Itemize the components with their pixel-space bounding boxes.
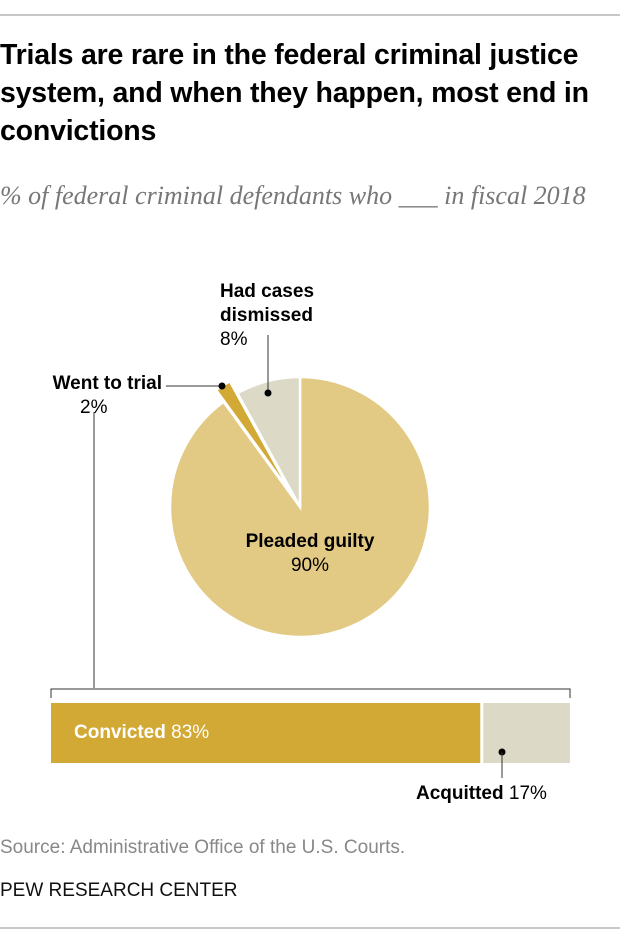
- source-note: Source: Administrative Office of the U.S…: [0, 837, 406, 858]
- dismissed-leader-dot: [264, 389, 272, 397]
- bar-segment-acquitted: [483, 703, 570, 763]
- brand-label: PEW RESEARCH CENTER: [0, 880, 238, 901]
- trial-value: 2%: [80, 397, 108, 418]
- guilty-value: 90%: [290, 555, 330, 576]
- guilty-label: Pleaded guilty 90%: [220, 530, 400, 578]
- acquitted-name: Acquitted: [416, 783, 504, 804]
- chart-title: Trials are rare in the federal criminal …: [0, 39, 589, 147]
- acquitted-value: 17%: [508, 783, 547, 804]
- convicted-value: 83%: [171, 722, 210, 743]
- convicted-name: Convicted: [74, 722, 166, 743]
- acquitted-label: Acquitted 17%: [416, 782, 547, 806]
- bar-segment-convicted: [51, 703, 481, 763]
- dismissed-name: Had cases dismissed: [220, 281, 315, 326]
- chart-subtitle: % of federal criminal defendants who ___…: [0, 181, 586, 210]
- top-rule: [0, 14, 620, 16]
- convicted-label: Convicted 83%: [74, 721, 209, 745]
- trial-name: Went to trial: [52, 373, 162, 394]
- guilty-name: Pleaded guilty: [245, 531, 375, 552]
- dismissed-label: Had cases dismissed 8%: [220, 280, 340, 352]
- bar-bracket: [50, 688, 571, 698]
- trial-leader-dot: [218, 382, 226, 390]
- bottom-rule: [0, 927, 620, 929]
- dismissed-value: 8%: [220, 329, 248, 350]
- trial-label: Went to trial 2%: [0, 372, 162, 420]
